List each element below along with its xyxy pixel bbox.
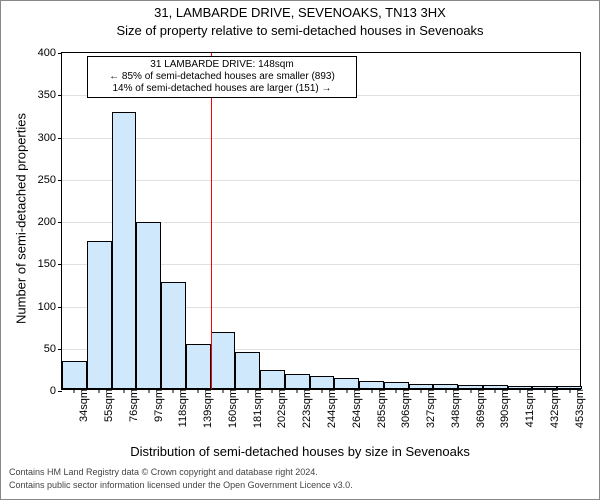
- histogram-bar: [186, 344, 211, 389]
- y-tick-mark: [58, 307, 62, 308]
- annotation-box: 31 LAMBARDE DRIVE: 148sqm← 85% of semi-d…: [87, 56, 357, 98]
- x-tick-label: 411sqm: [520, 389, 536, 427]
- y-tick-mark: [58, 264, 62, 265]
- y-tick-mark: [58, 222, 62, 223]
- chart-subtitle: Size of property relative to semi-detach…: [1, 23, 599, 38]
- x-tick-label: 432sqm: [545, 389, 561, 428]
- footer-line-1: Contains HM Land Registry data © Crown c…: [9, 467, 318, 477]
- histogram-bar: [260, 370, 285, 389]
- y-axis-label: Number of semi-detached properties: [14, 69, 29, 369]
- reference-line: [211, 53, 212, 389]
- gridline: [62, 138, 580, 139]
- x-tick-label: 76sqm: [124, 389, 140, 422]
- histogram-bar: [87, 241, 112, 389]
- x-tick-label: 327sqm: [421, 389, 437, 428]
- histogram-bar: [136, 222, 161, 389]
- x-tick-label: 181sqm: [248, 389, 264, 428]
- x-tick-label: 369sqm: [471, 389, 487, 428]
- y-tick-mark: [58, 138, 62, 139]
- histogram-bar: [235, 352, 260, 389]
- histogram-bar: [211, 332, 236, 389]
- histogram-bar: [310, 376, 335, 389]
- histogram-bar: [62, 361, 87, 389]
- x-tick-label: 55sqm: [99, 389, 115, 422]
- x-axis-label: Distribution of semi-detached houses by …: [1, 444, 599, 459]
- histogram-bar: [112, 112, 137, 389]
- footer-line-2: Contains public sector information licen…: [9, 480, 353, 490]
- x-tick-label: 223sqm: [297, 389, 313, 428]
- annotation-line: ← 85% of semi-detached houses are smalle…: [94, 71, 350, 83]
- histogram-bar: [359, 381, 384, 389]
- x-tick-label: 390sqm: [495, 389, 511, 428]
- histogram-bar: [285, 374, 310, 389]
- x-tick-label: 118sqm: [173, 389, 189, 427]
- x-tick-label: 97sqm: [149, 389, 165, 422]
- histogram-bar: [161, 282, 186, 389]
- x-tick-label: 453sqm: [570, 389, 586, 428]
- x-tick-label: 34sqm: [74, 389, 90, 422]
- histogram-bar: [384, 382, 409, 389]
- gridline: [62, 180, 580, 181]
- x-tick-label: 160sqm: [223, 389, 239, 428]
- y-tick-mark: [58, 349, 62, 350]
- y-tick-mark: [58, 180, 62, 181]
- x-tick-label: 348sqm: [446, 389, 462, 428]
- y-tick-mark: [58, 53, 62, 54]
- annotation-line: 31 LAMBARDE DRIVE: 148sqm: [94, 59, 350, 71]
- x-tick-label: 306sqm: [396, 389, 412, 428]
- x-tick-label: 139sqm: [198, 389, 214, 428]
- y-tick-mark: [58, 391, 62, 392]
- x-tick-label: 285sqm: [372, 389, 388, 428]
- histogram-bar: [334, 378, 359, 389]
- annotation-line: 14% of semi-detached houses are larger (…: [94, 83, 350, 95]
- y-tick-mark: [58, 95, 62, 96]
- x-tick-label: 264sqm: [347, 389, 363, 428]
- plot-area: 05010015020025030035040034sqm55sqm76sqm9…: [61, 52, 581, 390]
- x-tick-label: 202sqm: [272, 389, 288, 428]
- chart-title: 31, LAMBARDE DRIVE, SEVENOAKS, TN13 3HX: [1, 5, 599, 20]
- x-tick-label: 244sqm: [322, 389, 338, 428]
- chart-container: 31, LAMBARDE DRIVE, SEVENOAKS, TN13 3HX …: [0, 0, 600, 500]
